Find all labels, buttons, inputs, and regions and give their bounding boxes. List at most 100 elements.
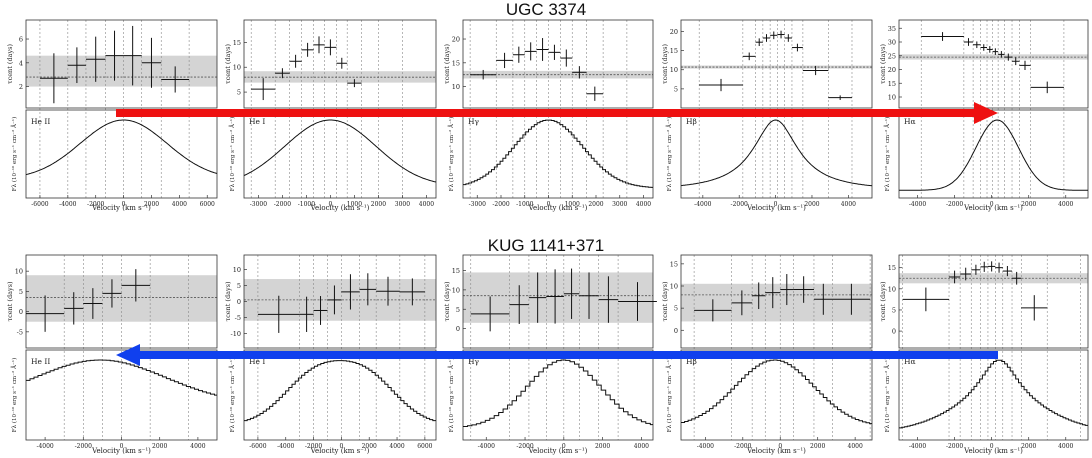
flux-axis-label: Fλ (10⁻¹⁶ erg s⁻¹ cm⁻² Å⁻¹) <box>665 117 673 191</box>
y-tick-label: 10 <box>233 64 241 72</box>
x-tick-label: 3000 <box>395 201 410 208</box>
y-tick-label: 0 <box>456 325 460 333</box>
x-tick-label: 0 <box>778 443 782 450</box>
x-tick-label: 2000 <box>371 201 386 208</box>
direction-arrow-shaft <box>138 351 998 359</box>
lag-panel-frame <box>680 19 873 109</box>
flux-axis-label: Fλ (10⁻¹⁶ erg s⁻¹ cm⁻² Å⁻¹) <box>883 117 891 191</box>
y-tick-label: 5 <box>892 306 896 314</box>
x-tick-label: 6000 <box>200 201 215 208</box>
tau-axis-label: τcent (days) <box>443 281 451 322</box>
profile-panel-frame <box>25 109 218 199</box>
y-tick-label: 20 <box>452 36 460 44</box>
tau-axis-label: τcent (days) <box>661 44 669 85</box>
x-tick-label: 0 <box>339 443 343 450</box>
section-title-kug1141: KUG 1141+371 <box>487 236 605 255</box>
lag-panel-frame <box>462 19 654 109</box>
x-tick-label: 1000 <box>565 201 580 208</box>
flux-axis-label: Fλ (10⁻¹⁶ erg s⁻¹ cm⁻² Å⁻¹) <box>228 117 236 191</box>
velocity-axis-label: Velocity (km s⁻¹) <box>528 447 588 455</box>
emission-line-label: He II <box>31 117 50 126</box>
y-tick-label: 5 <box>237 282 241 290</box>
y-tick-label: 10 <box>452 83 460 91</box>
x-tick-label: -4000 <box>694 201 711 208</box>
line-profile-curve <box>25 119 218 176</box>
y-tick-label: 10 <box>670 66 678 74</box>
x-tick-label: -4000 <box>909 201 926 208</box>
flux-axis-label: Fλ (10⁻¹⁶ erg s⁻¹ cm⁻² Å⁻¹) <box>665 358 673 432</box>
tau-axis-label: τcent (days) <box>879 281 887 322</box>
lag-panel-frame <box>243 19 437 109</box>
flux-axis-label: Fλ (10⁻¹⁶ erg s⁻¹ cm⁻² Å⁻¹) <box>10 358 18 432</box>
x-tick-label: -4000 <box>478 443 495 450</box>
section-title-ugc3374: UGC 3374 <box>505 0 587 19</box>
y-tick-label: 15 <box>888 80 896 88</box>
y-tick-label: 15 <box>670 47 678 55</box>
tau-axis-label: τcent (days) <box>6 281 14 322</box>
y-tick-label: 20 <box>888 66 896 74</box>
line-profile-curve <box>899 359 1088 429</box>
x-tick-label: 2000 <box>362 443 377 450</box>
emission-line-label: He I <box>249 357 265 366</box>
x-tick-label: 2000 <box>804 201 819 208</box>
y-tick-label: 0 <box>674 327 678 335</box>
x-tick-label: -2000 <box>87 201 104 208</box>
y-tick-label: 10 <box>452 286 460 294</box>
y-tick-label: 10 <box>15 268 23 276</box>
x-tick-label: 2000 <box>144 201 159 208</box>
x-tick-label: 1000 <box>347 201 362 208</box>
lag-uncertainty-band <box>26 55 217 87</box>
y-tick-label: 0 <box>19 308 23 316</box>
x-tick-label: -2000 <box>75 443 92 450</box>
direction-arrow-shaft <box>116 109 976 117</box>
x-tick-label: 4000 <box>389 443 404 450</box>
x-tick-label: 2000 <box>595 443 610 450</box>
y-tick-label: 15 <box>452 59 460 67</box>
x-tick-label: 4000 <box>1058 443 1073 450</box>
profile-panel-frame <box>898 109 1089 199</box>
x-tick-label: -6000 <box>249 443 266 450</box>
x-tick-label: 2000 <box>1021 201 1036 208</box>
y-tick-label: 10 <box>670 283 678 291</box>
y-tick-label: 25 <box>888 52 896 60</box>
flux-axis-label: Fλ (10⁻¹⁶ erg s⁻¹ cm⁻² Å⁻¹) <box>883 358 891 432</box>
emission-line-label: Hα <box>904 357 916 366</box>
lag-panel-frame <box>898 254 1089 349</box>
x-tick-label: 4000 <box>419 201 434 208</box>
lag-panel-frame <box>680 254 873 349</box>
y-tick-label: 5 <box>237 89 241 97</box>
emission-line-label: He II <box>31 357 50 366</box>
x-tick-label: -4000 <box>697 443 714 450</box>
x-tick-label: -2000 <box>516 443 533 450</box>
velocity-axis-label: Velocity (km s⁻¹) <box>91 447 151 455</box>
line-profile-curve <box>463 359 653 427</box>
emission-line-label: Hα <box>904 117 916 126</box>
x-tick-label: 3000 <box>612 201 627 208</box>
x-tick-label: -1000 <box>516 201 533 208</box>
flux-axis-label: Fλ (10⁻¹⁶ erg s⁻¹ cm⁻² Å⁻¹) <box>228 358 236 432</box>
x-tick-label: 0 <box>120 443 124 450</box>
line-profile-curve <box>899 119 1088 191</box>
x-tick-label: -4000 <box>59 201 76 208</box>
y-tick-label: 15 <box>233 39 241 47</box>
velocity-axis-label: Velocity (km s⁻¹) <box>91 204 151 212</box>
y-tick-label: 5 <box>456 306 460 314</box>
line-profile-curve <box>463 119 653 188</box>
x-tick-label: 2000 <box>1021 443 1036 450</box>
x-tick-label: 0 <box>990 201 994 208</box>
x-tick-label: 0 <box>990 443 994 450</box>
y-tick-label: 15 <box>452 267 460 275</box>
x-tick-label: -3000 <box>250 201 267 208</box>
lag-panel-frame <box>25 254 218 349</box>
velocity-axis-label: Velocity (km s⁻¹) <box>746 447 806 455</box>
x-tick-label: 0 <box>562 443 566 450</box>
y-tick-label: 4 <box>19 59 23 67</box>
x-tick-label: -4000 <box>277 443 294 450</box>
tau-axis-label: τcent (days) <box>443 44 451 85</box>
y-tick-label: 2 <box>19 83 23 91</box>
velocity-axis-label: Velocity (km s⁻¹) <box>528 204 588 212</box>
line-profile-curve <box>244 360 436 422</box>
emission-line-label: Hγ <box>468 357 480 366</box>
x-tick-label: 4000 <box>848 443 863 450</box>
